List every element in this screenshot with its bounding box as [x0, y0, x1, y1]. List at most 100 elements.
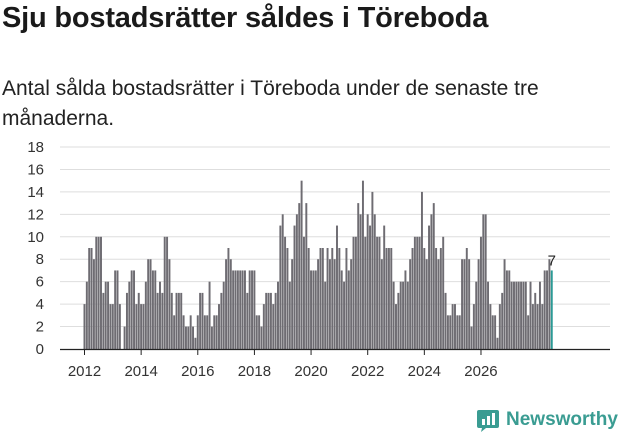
bar	[109, 304, 112, 349]
x-tick-label: 2018	[238, 363, 271, 380]
bar	[201, 292, 204, 349]
bar	[277, 281, 279, 349]
bar	[361, 180, 364, 349]
bar	[173, 315, 176, 349]
bar	[383, 225, 386, 349]
bar	[392, 281, 395, 349]
bar	[137, 292, 140, 349]
bar	[310, 270, 313, 349]
bar	[97, 236, 100, 349]
bar	[432, 203, 435, 349]
bar	[418, 236, 421, 349]
bar	[107, 281, 110, 349]
bar	[465, 248, 468, 349]
bar	[534, 292, 537, 349]
bar	[541, 304, 544, 349]
y-tick-label: 10	[27, 229, 44, 246]
bar	[85, 281, 88, 349]
bar	[331, 248, 334, 349]
data-label-latest: 7	[548, 252, 556, 269]
bar	[100, 236, 102, 349]
x-tick-label: 2020	[294, 363, 327, 380]
bar	[435, 248, 438, 349]
bar	[194, 337, 197, 349]
bar	[470, 326, 473, 349]
bar	[371, 191, 374, 349]
bar	[123, 326, 126, 349]
y-tick-label: 4	[36, 296, 44, 313]
y-tick-label: 14	[27, 184, 44, 201]
x-tick-label: 2024	[408, 363, 441, 380]
bar	[262, 304, 265, 349]
y-tick-label: 2	[36, 319, 44, 336]
x-tick-label: 2016	[181, 363, 214, 380]
bar	[206, 315, 209, 349]
bar	[265, 292, 268, 349]
bar	[463, 259, 466, 349]
bar	[281, 214, 284, 349]
bar	[505, 270, 508, 349]
bar	[90, 248, 93, 349]
bar	[258, 315, 261, 349]
bar	[272, 304, 275, 349]
bar	[364, 236, 367, 349]
bar	[114, 270, 117, 349]
bar	[326, 248, 329, 349]
bar	[517, 281, 520, 349]
bar	[546, 270, 549, 349]
bar	[437, 259, 440, 349]
bar	[376, 236, 379, 349]
bar	[288, 281, 291, 349]
bar	[380, 259, 383, 349]
bar	[144, 281, 147, 349]
bar	[354, 236, 357, 349]
bar	[104, 281, 107, 349]
bar	[116, 270, 119, 349]
bar	[390, 248, 393, 349]
bar	[180, 292, 183, 349]
bar	[423, 248, 426, 349]
bar	[218, 304, 220, 349]
bar	[395, 304, 397, 349]
bar	[529, 281, 532, 349]
bar	[166, 236, 169, 349]
bar	[92, 259, 95, 349]
bar	[352, 236, 355, 349]
bar	[520, 281, 523, 349]
bar	[314, 270, 317, 349]
bar	[168, 259, 171, 349]
bar	[133, 270, 136, 349]
bar	[536, 304, 539, 349]
bar	[347, 270, 350, 349]
bar	[345, 248, 348, 349]
x-tick-label: 2026	[464, 363, 497, 380]
bar	[225, 259, 228, 349]
bar	[416, 236, 419, 349]
bar	[199, 292, 202, 349]
bar	[487, 281, 490, 349]
bar	[284, 236, 287, 349]
bar	[222, 281, 225, 349]
bar	[482, 214, 485, 349]
bar	[182, 315, 185, 349]
bar	[378, 236, 381, 349]
bar	[444, 292, 447, 349]
bar	[522, 281, 525, 349]
bar	[385, 248, 388, 349]
bar	[236, 270, 239, 349]
bar	[95, 236, 98, 349]
bar	[232, 270, 235, 349]
bar	[243, 270, 246, 349]
bar	[461, 259, 464, 349]
bar	[317, 259, 320, 349]
bar	[357, 203, 360, 349]
bar	[255, 315, 258, 349]
bar	[439, 248, 442, 349]
y-tick-label: 0	[36, 341, 44, 358]
bar	[458, 315, 461, 349]
bar	[241, 270, 244, 349]
bar	[340, 270, 343, 349]
brand-logo: Newsworthy	[476, 408, 618, 432]
bar	[177, 292, 180, 349]
bar	[428, 225, 431, 349]
